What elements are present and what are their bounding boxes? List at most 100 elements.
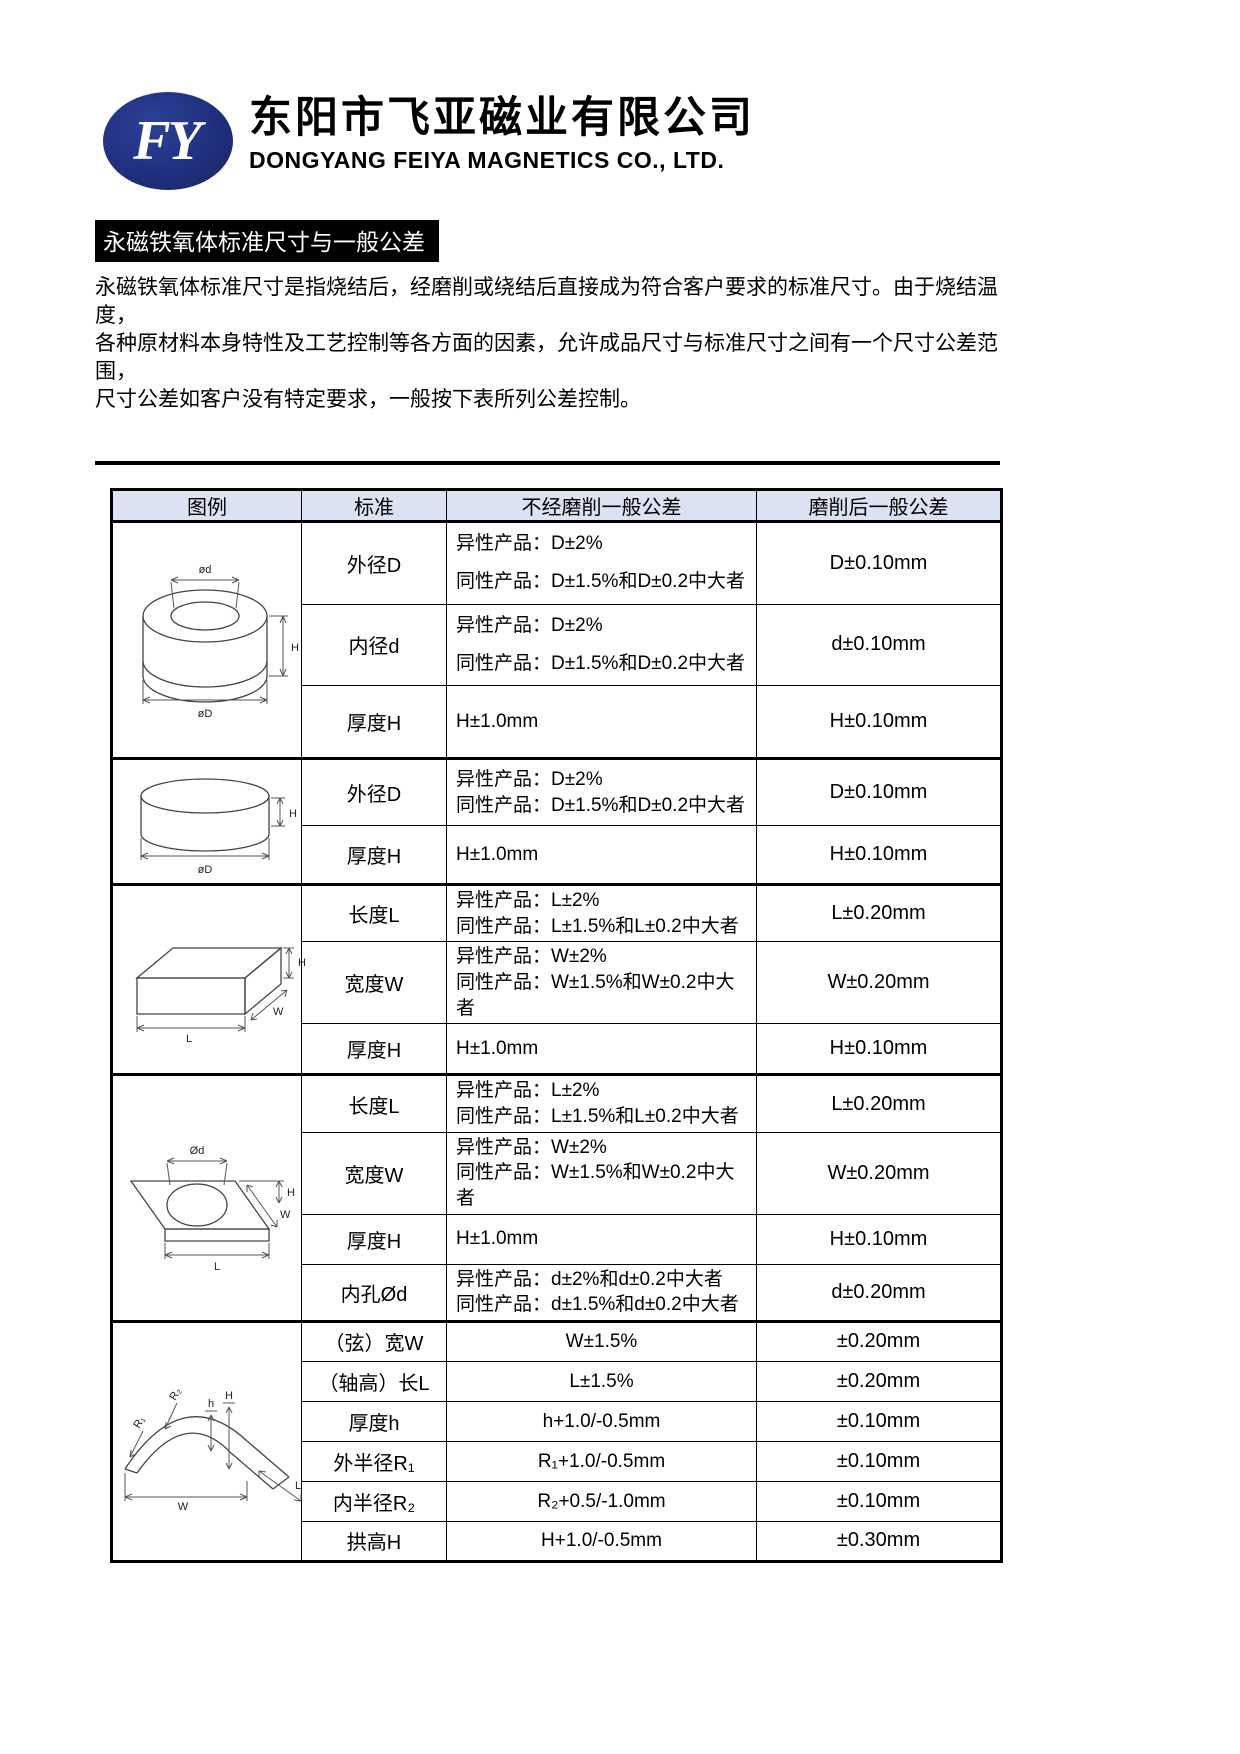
ground-tolerance-cell: L±0.20mm <box>756 883 1002 943</box>
ground-tolerance-cell: ±0.10mm <box>756 1400 1002 1442</box>
header-unground-tolerance: 不经磨削一般公差 <box>446 489 757 523</box>
table-row: 拱高H H+1.0/-0.5mm ±0.30mm <box>112 1520 1002 1562</box>
standard-cell: 内径d <box>301 603 447 687</box>
table-header-row: 图例 标准 不经磨削一般公差 磨削后一般公差 <box>111 489 1002 523</box>
standard-cell: 拱高H <box>301 1520 447 1562</box>
unground-tolerance-cell: H±1.0mm <box>446 685 757 760</box>
dim-label-thickness: h <box>208 1398 214 1410</box>
unground-tolerance-cell: R₁+1.0/-0.5mm <box>446 1440 757 1482</box>
tolerance-text: 同性产品：W±1.5%和W±0.2中大者 <box>456 972 735 1019</box>
dim-label-arch-height: H <box>225 1390 233 1402</box>
tolerance-text: 同性产品：L±1.5%和L±0.2中大者 <box>456 915 739 937</box>
unground-tolerance-cell: 异性产品：D±2% 同性产品：D±1.5%和D±0.2中大者 <box>446 603 757 687</box>
standard-cell: 外径D <box>301 757 447 826</box>
intro-paragraph: 永磁铁氧体标准尺寸是指烧结后，经磨削或绕结后直接成为符合客户要求的标准尺寸。由于… <box>95 274 1005 414</box>
unground-tolerance-cell: H+1.0/-0.5mm <box>446 1520 757 1562</box>
dim-label-length: L <box>186 1033 192 1044</box>
tolerance-text: H±1.0mm <box>456 843 539 865</box>
table-row: Ød H W L 长度L 异性产品：L±2% 同性产品：L±1.5%和L±0.2中大… <box>111 1073 1002 1322</box>
ground-tolerance-cell: ±0.10mm <box>756 1440 1002 1482</box>
ground-tolerance-cell: H±0.10mm <box>756 1213 1002 1265</box>
ground-tolerance-cell: D±0.10mm <box>756 757 1002 826</box>
ground-tolerance-cell: D±0.10mm <box>756 520 1002 605</box>
dim-label-chord-width: W <box>178 1501 189 1511</box>
ground-tolerance-cell: H±0.10mm <box>756 1023 1002 1076</box>
ground-tolerance-cell: ±0.10mm <box>756 1480 1002 1522</box>
unground-tolerance-cell: H±1.0mm <box>446 824 757 886</box>
tolerance-text: L±1.5% <box>569 1370 634 1392</box>
dim-label-outer-radius: R₁ <box>131 1414 148 1430</box>
ground-tolerance-cell: ±0.20mm <box>756 1319 1002 1362</box>
unground-tolerance-cell: H±1.0mm <box>446 1023 757 1076</box>
tolerance-text: 异性产品：L±2% <box>456 1080 600 1102</box>
tolerance-text: 异性产品：D±2% <box>456 614 603 636</box>
unground-tolerance-cell: H±1.0mm <box>446 1213 757 1265</box>
tolerance-text: h+1.0/-0.5mm <box>542 1410 661 1432</box>
unground-tolerance-cell: L±1.5% <box>446 1360 757 1402</box>
company-names: 东阳市飞亚磁业有限公司 DONGYANG FEIYA MAGNETICS CO.… <box>249 92 755 174</box>
ring-diagram-cell: ød H øD <box>111 519 302 760</box>
tolerance-text: 异性产品：W±2% <box>456 946 607 968</box>
header-ground-tolerance: 磨削后一般公差 <box>756 489 1002 523</box>
divider-rule <box>95 461 1000 465</box>
ground-tolerance-cell: W±0.20mm <box>756 941 1002 1025</box>
intro-line-1: 永磁铁氧体标准尺寸是指烧结后，经磨削或绕结后直接成为符合客户要求的标准尺寸。由于… <box>95 276 998 327</box>
tolerance-text: 异性产品：D±2% <box>456 533 603 554</box>
unground-tolerance-cell: 异性产品：d±2%和d±0.2中大者 同性产品：d±1.5%和d±0.2中大者 <box>446 1263 757 1322</box>
ring-magnet-diagram: ød H øD <box>142 564 299 720</box>
standard-cell: 长度L <box>301 883 447 943</box>
standard-cell: 外半径R₁ <box>301 1440 447 1482</box>
unground-tolerance-cell: R₂+0.5/-1.0mm <box>446 1480 757 1522</box>
standard-cell: 宽度W <box>301 1131 447 1215</box>
unground-tolerance-cell: 异性产品：W±2% 同性产品：W±1.5%和W±0.2中大者 <box>446 941 757 1025</box>
dim-label-od-inner: ød <box>199 564 212 576</box>
tolerance-text: H±1.0mm <box>456 1038 539 1060</box>
tolerance-text: R₂+0.5/-1.0mm <box>537 1490 666 1512</box>
plate-with-hole-diagram: Ød H W L <box>129 1145 295 1273</box>
dim-label-od-outer: øD <box>198 708 213 720</box>
table-row: ød H øD 外径D 异性产品：D±2% 同性产品：D±1.5%和D±0.2中大者… <box>111 519 1002 760</box>
dim-label-inner-radius: R₂ <box>167 1386 184 1403</box>
block-diagram-cell: H W L <box>111 883 306 1076</box>
tolerance-text: 同性产品：W±1.5%和W±0.2中大者 <box>456 1162 735 1209</box>
standard-cell: 厚度H <box>301 1023 447 1076</box>
tolerance-text: 同性产品：D±1.5%和D±0.2中大者 <box>456 571 746 593</box>
company-name-cn: 东阳市飞亚磁业有限公司 <box>249 94 755 142</box>
intro-line-2: 各种原材料本身特性及工艺控制等各方面的因素，允许成品尺寸与标准尺寸之间有一个尺寸… <box>95 332 998 383</box>
standard-cell: 宽度W <box>301 941 447 1025</box>
table-row: 宽度W 异性产品：W±2% 同性产品：W±1.5%和W±0.2中大者 W±0.20mm <box>112 1131 1002 1215</box>
table-row: 内孔Ød 异性产品：d±2%和d±0.2中大者 同性产品：d±1.5%和d±0.2中… <box>112 1263 1002 1322</box>
dim-label-width: W <box>280 1209 291 1221</box>
company-header: FY 东阳市飞亚磁业有限公司 DONGYANG FEIYA MAGNETICS … <box>103 92 1145 190</box>
table-row: H W L 长度L 异性产品：L±2% 同性产品：L±1.5%和L±0.2中大者 L±… <box>111 883 1002 1076</box>
disc-magnet-diagram: H øD <box>140 778 297 876</box>
header-legend: 图例 <box>111 489 302 523</box>
table-row: 厚度H H±1.0mm H±0.10mm <box>112 1213 1002 1265</box>
standard-cell: 长度L <box>301 1073 447 1133</box>
ground-tolerance-cell: W±0.20mm <box>756 1131 1002 1215</box>
table-row: 厚度H H±1.0mm H±0.10mm <box>112 685 1002 760</box>
dim-label-length: L <box>214 1261 220 1273</box>
intro-line-3: 尺寸公差如客户没有特定要求，一般按下表所列公差控制。 <box>95 388 641 411</box>
unground-tolerance-cell: 异性产品：W±2% 同性产品：W±1.5%和W±0.2中大者 <box>446 1131 757 1215</box>
unground-tolerance-cell: 异性产品：L±2% 同性产品：L±1.5%和L±0.2中大者 <box>446 883 757 943</box>
tolerance-text: 同性产品：D±1.5%和D±0.2中大者 <box>456 652 746 674</box>
unground-tolerance-cell: 异性产品：L±2% 同性产品：L±1.5%和L±0.2中大者 <box>446 1073 757 1133</box>
tolerance-text: R₁+1.0/-0.5mm <box>537 1450 666 1472</box>
dim-label-height: H <box>298 957 306 969</box>
tolerance-text: H±1.0mm <box>456 1228 539 1250</box>
dim-label-axial-length: L <box>295 1480 301 1492</box>
standard-cell: 厚度H <box>301 685 447 760</box>
table-row: 宽度W 异性产品：W±2% 同性产品：W±1.5%和W±0.2中大者 W±0.20mm <box>112 941 1002 1025</box>
tolerance-text: 异性产品：L±2% <box>456 890 600 912</box>
standard-cell: （轴高）长L <box>301 1360 447 1402</box>
header-standard: 标准 <box>301 489 447 523</box>
tolerance-text: 异性产品：d±2%和d±0.2中大者 <box>456 1268 723 1290</box>
company-logo: FY <box>103 92 233 190</box>
ground-tolerance-cell: ±0.30mm <box>756 1520 1002 1562</box>
ground-tolerance-cell: H±0.10mm <box>756 685 1002 760</box>
table-row: R₁ R₂ h H W L （弦）宽W W±1.5% ±0.20mm <box>111 1319 1002 1562</box>
ground-tolerance-cell: H±0.10mm <box>756 824 1002 886</box>
tolerance-table: 图例 标准 不经磨削一般公差 磨削后一般公差 ød H <box>110 488 1003 1563</box>
